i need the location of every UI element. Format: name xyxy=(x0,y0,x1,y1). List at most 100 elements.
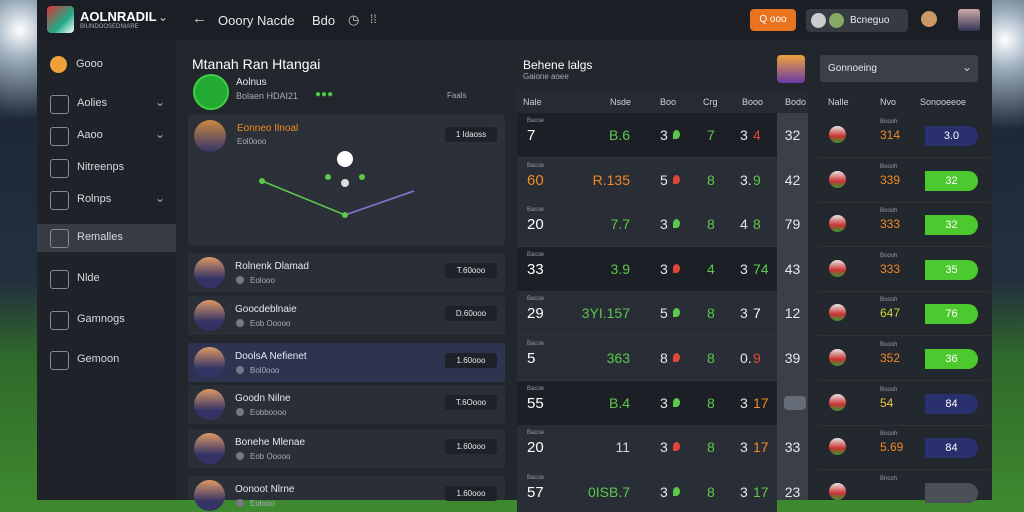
chevron: ⌄ xyxy=(158,10,169,24)
item-name: Rolnenk Dlamad xyxy=(235,261,309,272)
sidebar-item[interactable]: Nlde xyxy=(77,272,100,284)
row-value: 363 xyxy=(606,350,630,366)
user-avatar xyxy=(811,13,826,28)
table-row[interactable] xyxy=(517,469,777,512)
back-button[interactable]: ← xyxy=(192,10,207,27)
row-divider xyxy=(818,246,990,248)
icon xyxy=(673,486,680,496)
tag-button[interactable]: T.60ooo xyxy=(445,263,497,278)
row-pill[interactable]: 84 xyxy=(925,438,978,459)
row-n2: 8 xyxy=(707,305,715,322)
action-button[interactable]: Q ooo xyxy=(750,9,796,31)
row-value: 7.7 xyxy=(610,216,630,233)
avatar xyxy=(194,120,226,152)
sidebar-item[interactable]: Remalles xyxy=(77,231,123,243)
row-n1: 8 xyxy=(660,350,668,366)
row-pill[interactable]: 84 xyxy=(925,393,978,414)
sidebar-icon xyxy=(50,351,69,370)
status-dots: ●●● xyxy=(315,89,334,100)
table-row[interactable] xyxy=(517,425,777,471)
row-num: 54 xyxy=(880,395,894,410)
table-row[interactable] xyxy=(517,291,777,337)
sidebar-item[interactable]: Aolies xyxy=(77,97,107,109)
row-pill[interactable]: 3.0 xyxy=(925,126,978,146)
row-n1: 3 xyxy=(660,216,668,233)
icon xyxy=(673,219,680,229)
row-value: 3YI.157 xyxy=(581,305,630,322)
row-n4: 17 xyxy=(753,483,769,500)
user-name: Bcneguo xyxy=(850,15,890,26)
row-pill[interactable]: 76 xyxy=(925,304,978,325)
row-last: 12 xyxy=(784,305,801,322)
team-icon xyxy=(829,126,846,143)
row-num: 333 xyxy=(880,217,901,232)
item-sub: Eolooo xyxy=(250,276,275,285)
row-pill[interactable]: 35 xyxy=(925,259,978,280)
sidebar-item[interactable]: Nitreenps xyxy=(77,161,125,173)
row-pill[interactable]: 36 xyxy=(925,349,978,369)
sidebar-item[interactable]: Aaoo xyxy=(77,129,103,141)
row-last: 33 xyxy=(784,439,801,456)
row-n1: 5 xyxy=(660,305,668,322)
table-row[interactable] xyxy=(517,202,777,248)
tag-button[interactable]: 1.60ooo xyxy=(445,486,497,501)
row-num: 314 xyxy=(880,128,901,142)
profile-name: Aolnus xyxy=(236,77,267,88)
row-num: 5.69 xyxy=(880,440,904,455)
brand: AOLNRADIL xyxy=(80,9,157,24)
row-n3: 3 xyxy=(740,483,748,500)
row-last: 42 xyxy=(784,171,801,188)
row-n4: 17 xyxy=(753,394,769,411)
table-row[interactable] xyxy=(517,113,777,158)
row-n2: 8 xyxy=(707,394,715,411)
row-label: Boooh xyxy=(880,431,898,438)
avatar xyxy=(194,257,225,288)
table-row[interactable] xyxy=(517,157,777,203)
row-last: 39 xyxy=(784,350,801,366)
table-row[interactable] xyxy=(517,336,777,381)
item-sub: Eob Ooooo xyxy=(250,452,291,461)
sidebar-item[interactable]: Gamnogs xyxy=(77,313,125,325)
item-sub: Eolooo xyxy=(250,499,275,508)
sidebar-item[interactable]: Gooo xyxy=(76,58,103,70)
row-n2: 8 xyxy=(707,350,715,366)
row-divider xyxy=(818,380,990,381)
team-icon xyxy=(829,215,846,233)
table-row[interactable] xyxy=(517,380,777,426)
row-label: Boooh xyxy=(880,208,898,215)
row-n1: 3 xyxy=(660,260,668,277)
row-n4: 9 xyxy=(753,350,761,366)
avatar[interactable] xyxy=(958,9,980,31)
column-header: Booo xyxy=(742,97,764,107)
tag-button[interactable]: 1.60ooo xyxy=(445,439,497,454)
tag-button[interactable]: 1 Idaoss xyxy=(445,127,497,142)
row-pill[interactable]: 32 xyxy=(925,170,978,191)
item-icon xyxy=(236,408,244,416)
column-header: Bodo xyxy=(785,97,807,107)
dropdown[interactable]: Gonnoeing xyxy=(820,55,978,82)
tag-button[interactable]: T.6Oooo xyxy=(445,395,497,410)
item-sub: Eob Ooooo xyxy=(250,319,291,328)
row-n1: 3 xyxy=(660,439,668,456)
table-row[interactable] xyxy=(517,246,777,292)
sidebar-item[interactable]: Gemoon xyxy=(77,353,120,365)
row-divider xyxy=(818,335,990,337)
sidebar-item[interactable]: Rolnps xyxy=(77,193,112,205)
row-n3: 0. xyxy=(740,350,752,366)
tab[interactable]: Bdo xyxy=(312,13,336,28)
row-label: Bacoe xyxy=(527,296,545,303)
icon: ◷ xyxy=(348,12,360,27)
tag-button[interactable]: 1.60ooo xyxy=(445,353,497,368)
row-last: 23 xyxy=(784,483,801,500)
tag-button[interactable]: D.60ooo xyxy=(445,306,497,321)
row-n4: 17 xyxy=(753,439,769,456)
row-value: 3.9 xyxy=(610,260,630,277)
row-n4: 74 xyxy=(753,260,769,277)
row-pill[interactable] xyxy=(925,482,978,503)
item-icon xyxy=(236,499,244,507)
row-pill[interactable]: 32 xyxy=(925,215,978,236)
user-avatar xyxy=(829,13,844,28)
profile-sub: Bolaen HDAI21 xyxy=(236,91,299,101)
row-label: Bacoe xyxy=(527,162,545,169)
profile-meta: Faals xyxy=(447,91,467,100)
